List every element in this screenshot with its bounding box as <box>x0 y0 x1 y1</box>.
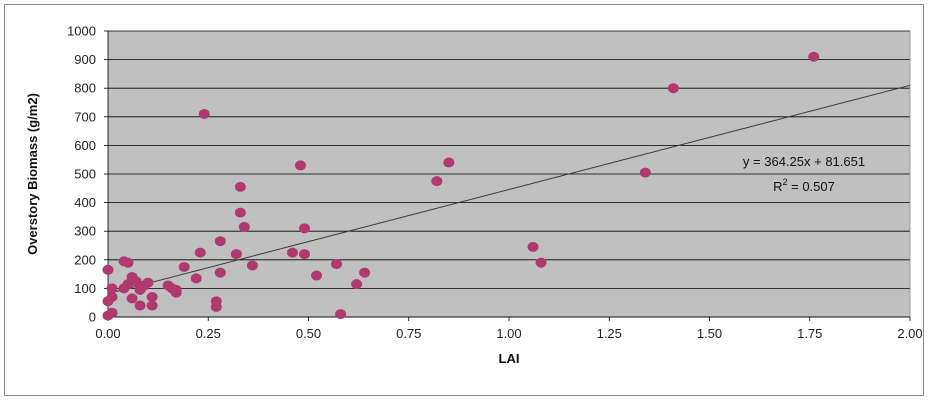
r-squared-label: R2 = 0.507 <box>773 177 835 194</box>
x-tick-label: 1.25 <box>597 326 622 341</box>
data-point <box>214 236 226 247</box>
gridlines <box>108 30 910 318</box>
y-tick-label: 300 <box>74 224 96 239</box>
data-point <box>639 167 651 178</box>
data-point <box>431 176 443 187</box>
data-point <box>667 83 679 94</box>
data-point <box>146 300 158 311</box>
data-point <box>351 279 363 290</box>
data-point <box>170 287 182 298</box>
x-tick-label: 1.50 <box>697 326 722 341</box>
data-point <box>808 51 820 62</box>
y-tick-label: 200 <box>74 252 96 267</box>
data-point <box>102 264 114 275</box>
r-squared-symbol: R <box>773 179 782 194</box>
y-tick-label: 800 <box>74 81 96 96</box>
data-point <box>198 108 210 119</box>
data-point <box>286 247 298 258</box>
data-point <box>146 291 158 302</box>
y-axis-label: Overstory Biomass (g/m2) <box>25 93 40 255</box>
data-point <box>234 181 246 192</box>
data-point <box>535 257 547 268</box>
data-point <box>210 301 222 312</box>
data-point <box>190 273 202 284</box>
y-tick-label: 600 <box>74 138 96 153</box>
data-point <box>102 296 114 307</box>
data-point <box>234 207 246 218</box>
data-point <box>122 279 134 290</box>
x-tick-label: 1.00 <box>496 326 521 341</box>
data-point <box>311 270 323 281</box>
data-point <box>106 283 118 294</box>
data-point <box>238 221 250 232</box>
y-tick-label: 100 <box>74 281 96 296</box>
y-axis-ticks: 0 100 200 300 400 500 600 700 800 900 1000 <box>67 24 108 325</box>
data-point <box>134 300 146 311</box>
data-point <box>194 247 206 258</box>
trendline-equation: y = 364.25x + 81.651 <box>743 154 865 169</box>
data-point <box>331 259 343 270</box>
y-tick-label: 500 <box>74 167 96 182</box>
x-tick-label: 0.00 <box>95 326 120 341</box>
data-point <box>178 261 190 272</box>
x-tick-label: 0.25 <box>196 326 221 341</box>
data-point <box>294 160 306 171</box>
data-point <box>527 241 539 252</box>
x-tick-label: 0.50 <box>296 326 321 341</box>
y-tick-label: 400 <box>74 195 96 210</box>
data-point <box>122 257 134 268</box>
trendline <box>107 84 911 295</box>
data-point <box>126 293 138 304</box>
y-tick-label: 1000 <box>67 24 96 39</box>
data-points <box>102 51 820 321</box>
data-point <box>102 310 114 321</box>
data-point <box>134 284 146 295</box>
x-tick-label: 1.75 <box>797 326 822 341</box>
r-squared-superscript: 2 <box>783 177 788 187</box>
data-point <box>230 249 242 260</box>
y-tick-label: 700 <box>74 109 96 124</box>
x-axis-label: LAI <box>499 351 520 366</box>
data-point <box>359 267 371 278</box>
data-point <box>298 249 310 260</box>
data-point <box>246 260 258 271</box>
data-point <box>443 157 455 168</box>
x-tick-label: 0.75 <box>396 326 421 341</box>
r-squared-value: = 0.507 <box>788 179 835 194</box>
x-tick-label: 2.00 <box>897 326 922 341</box>
data-point <box>335 309 347 320</box>
y-tick-label: 900 <box>74 52 96 67</box>
data-point <box>298 223 310 234</box>
data-point <box>214 267 226 278</box>
y-tick-label: 0 <box>89 310 96 325</box>
